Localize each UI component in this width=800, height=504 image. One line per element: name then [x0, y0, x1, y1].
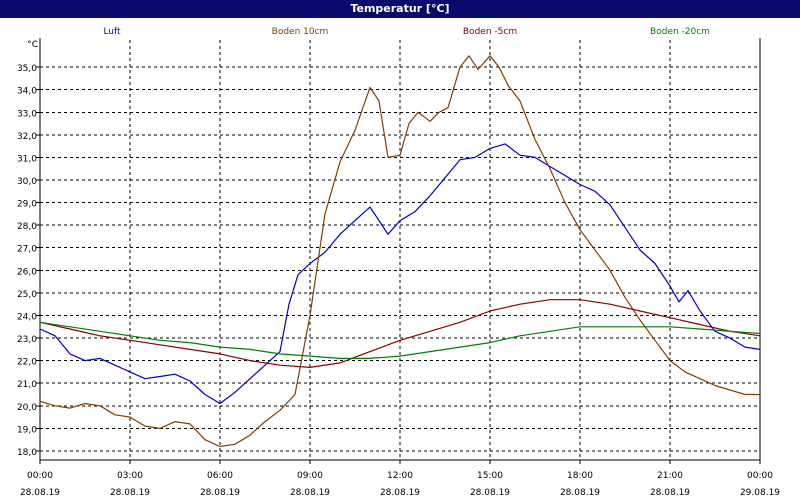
x-tick-label-date: 28.08.19: [20, 488, 60, 498]
legend-entry: Boden 10cm: [272, 27, 329, 37]
x-tick-label-date: 29.08.19: [740, 488, 780, 498]
grid: [40, 40, 760, 460]
x-tick-label-date: 28.08.19: [290, 488, 330, 498]
x-tick-label-date: 28.08.19: [560, 488, 600, 498]
y-tick-label: 26,0: [17, 267, 37, 277]
x-tick-label-date: 28.08.19: [470, 488, 510, 498]
temperature-chart: 18,0 19,0 20,0 21,0 22,0 23,0 24,0 25,0 26,0 27,0…: [17, 27, 780, 498]
x-tick-label-time: 15:00: [477, 471, 503, 481]
series-line-luft: [39, 143, 761, 405]
x-tick-label-time: 21:00: [657, 471, 683, 481]
legend-entry: Boden -20cm: [650, 27, 710, 37]
series-line-boden-20cm: [39, 321, 761, 359]
x-tick-label-time: 09:00: [297, 471, 323, 481]
y-tick-label: 24,0: [17, 312, 37, 322]
x-tick-label-date: 28.08.19: [380, 488, 420, 498]
y-tick-label: 28,0: [17, 222, 37, 232]
y-tick-label: 21,0: [17, 380, 37, 390]
y-tick-label: 33,0: [17, 109, 37, 119]
y-unit-label: °C: [27, 40, 38, 50]
x-tick-label-time: 00:00: [747, 471, 773, 481]
axes: [36, 38, 761, 464]
y-tick-label: 31,0: [17, 154, 37, 164]
chart-frame: 18,0 19,0 20,0 21,0 22,0 23,0 24,0 25,0 26,0 27,0…: [0, 18, 800, 500]
x-tick-label-time: 12:00: [387, 471, 413, 481]
y-tick-label: 34,0: [17, 87, 37, 97]
y-tick-label: 32,0: [17, 132, 37, 142]
y-unit: °C: [27, 40, 38, 50]
y-tick-label: 20,0: [17, 403, 37, 413]
legend: Luft Boden 10cm Boden -5cm Boden -20cm: [103, 27, 710, 37]
series-line-boden-10cm: [39, 55, 760, 448]
y-tick-label: 22,0: [17, 358, 37, 368]
x-tick-label-date: 28.08.19: [200, 488, 240, 498]
legend-entry: Luft: [103, 27, 121, 37]
series-line-boden-5cm: [39, 299, 761, 368]
y-tick-label: 35,0: [17, 64, 37, 74]
y-tick-label: 18,0: [17, 448, 37, 458]
x-tick-label-time: 06:00: [207, 471, 233, 481]
y-tick-label: 23,0: [17, 335, 37, 345]
legend-entry: Boden -5cm: [463, 27, 517, 37]
x-tick-label-time: 03:00: [117, 471, 143, 481]
x-tick-label-date: 28.08.19: [650, 488, 690, 498]
y-tick-label: 29,0: [17, 200, 37, 210]
y-tick-label: 19,0: [17, 425, 37, 435]
series-lines: [39, 55, 761, 448]
y-tick-label: 27,0: [17, 245, 37, 255]
y-tick-labels: 18,0 19,0 20,0 21,0 22,0 23,0 24,0 25,0 26,0 27,0…: [17, 64, 37, 458]
x-tick-label-time: 00:00: [27, 471, 53, 481]
y-tick-label: 30,0: [17, 177, 37, 187]
x-tick-labels: 00:00 28.08.19 03:00 28.08.19 06:00 28.08.19 0…: [20, 471, 780, 498]
chart-title: Temperatur [°C]: [0, 0, 800, 18]
y-tick-label: 25,0: [17, 290, 37, 300]
x-tick-label-time: 18:00: [567, 471, 593, 481]
x-tick-label-date: 28.08.19: [110, 488, 150, 498]
